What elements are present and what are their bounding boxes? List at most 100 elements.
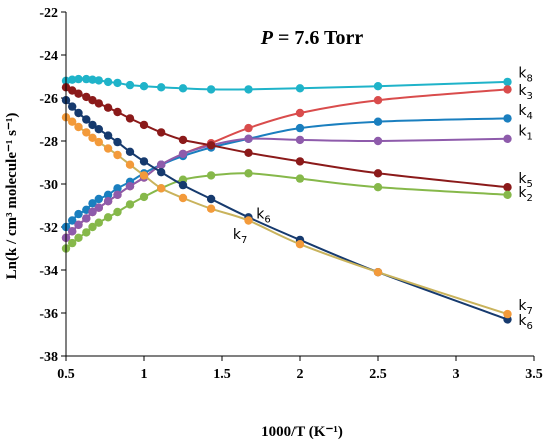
series-label-subscript: 1 [527, 132, 533, 143]
series-label-main: k [518, 171, 527, 187]
data-point-k6 [88, 120, 97, 130]
series-line-k5 [65, 86, 508, 189]
data-point-k8 [178, 84, 188, 93]
series-label-k7-mid: k7 [233, 227, 247, 246]
series-label-subscript: 8 [527, 74, 533, 85]
data-point-k8 [88, 75, 97, 84]
x-tick-label: 2 [297, 367, 304, 382]
series-label-subscript: 2 [527, 193, 533, 204]
data-point-k5 [139, 120, 149, 130]
series-k1 [61, 134, 512, 242]
data-point-k7 [88, 133, 97, 142]
data-point-k4 [88, 199, 97, 208]
data-point-k4 [295, 123, 305, 133]
series-label-subscript: 3 [527, 91, 533, 102]
data-point-k4 [373, 117, 383, 126]
data-point-k5 [103, 103, 113, 112]
data-point-k8 [244, 85, 253, 94]
data-point-k2 [68, 238, 77, 248]
data-point-k2 [244, 169, 253, 178]
data-point-k2 [295, 174, 305, 183]
data-point-k2 [82, 228, 91, 237]
data-point-k1 [178, 149, 188, 159]
data-point-k7 [139, 171, 149, 180]
series-label-k8: k8 [518, 66, 532, 85]
data-point-k1 [125, 182, 135, 191]
data-point-k8 [157, 83, 166, 92]
series-label-k4: k4 [518, 103, 532, 122]
x-tick-label: 3.5 [525, 367, 543, 382]
series-k8 [61, 74, 512, 94]
y-tick-label: -32 [39, 221, 58, 236]
data-point-k8 [373, 82, 383, 91]
data-point-k5 [94, 99, 104, 108]
series-label-subscript: 6 [264, 214, 270, 225]
series-label-main: k [518, 313, 527, 329]
data-point-k6 [74, 108, 83, 118]
y-tick-label: -26 [39, 92, 58, 107]
data-point-k7 [157, 184, 166, 193]
data-point-k7 [103, 144, 113, 153]
data-point-k8 [94, 76, 104, 85]
data-point-k1 [113, 190, 122, 199]
data-point-k6 [125, 147, 135, 156]
data-point-k8 [125, 80, 135, 90]
data-point-k6 [103, 131, 113, 140]
data-point-k5 [178, 135, 188, 145]
data-point-k2 [94, 218, 104, 227]
data-point-k4 [68, 216, 77, 225]
series-label-subscript: 5 [527, 179, 533, 190]
y-tick-label: -36 [39, 307, 58, 322]
data-point-k4 [113, 184, 122, 193]
data-point-k5 [88, 96, 97, 105]
data-point-k6 [178, 180, 188, 190]
data-point-k3 [244, 123, 253, 133]
data-point-k5 [82, 92, 91, 102]
series-label-main: k [233, 227, 242, 243]
data-point-k5 [206, 141, 216, 150]
y-tick-label: -30 [39, 178, 58, 193]
data-point-k3 [295, 108, 305, 118]
data-point-k1 [94, 203, 104, 212]
data-point-k7 [295, 240, 305, 249]
chart-title-rest: = 7.6 Torr [273, 27, 363, 49]
series-k4 [61, 114, 512, 232]
x-tick-label: 0.5 [57, 367, 75, 382]
data-point-k7 [68, 117, 77, 126]
series-label-subscript: 6 [527, 321, 533, 332]
data-point-k4 [503, 114, 512, 123]
series-label-k2: k2 [518, 185, 532, 204]
series-label-k7-end: k7 [518, 298, 532, 317]
y-axis-label: Ln(k / cm³ molecule⁻¹ s⁻¹) [4, 113, 20, 280]
data-point-k5 [244, 148, 253, 157]
x-tick-label: 1 [141, 367, 148, 382]
x-tick-label: 2.5 [369, 367, 387, 382]
data-point-k2 [139, 192, 149, 202]
data-point-k7 [94, 137, 104, 147]
y-tick-label: -22 [39, 6, 58, 21]
data-point-k2 [88, 222, 97, 232]
series-label-k1: k1 [518, 124, 532, 143]
data-point-k7 [244, 216, 253, 225]
series-line-k6 [65, 99, 508, 321]
data-point-k6 [94, 125, 104, 134]
series-k2 [61, 169, 512, 253]
data-point-k5 [373, 169, 383, 178]
data-point-k4 [94, 194, 104, 204]
y-tick-label: -24 [39, 49, 58, 64]
series-label-main: k [256, 206, 265, 222]
x-tick-label: 1.5 [213, 367, 231, 382]
series-label-main: k [518, 103, 527, 119]
data-point-k2 [74, 233, 83, 242]
data-point-k8 [82, 74, 91, 84]
series-label-main: k [518, 298, 527, 314]
series-label-main: k [518, 66, 527, 82]
data-point-k7 [373, 268, 383, 277]
data-point-k7 [125, 160, 135, 169]
data-point-k1 [503, 134, 512, 143]
y-tick-label: -38 [39, 350, 58, 365]
data-point-k3 [503, 85, 512, 94]
data-point-k5 [74, 89, 83, 98]
series-label-subscript: 4 [527, 111, 533, 122]
